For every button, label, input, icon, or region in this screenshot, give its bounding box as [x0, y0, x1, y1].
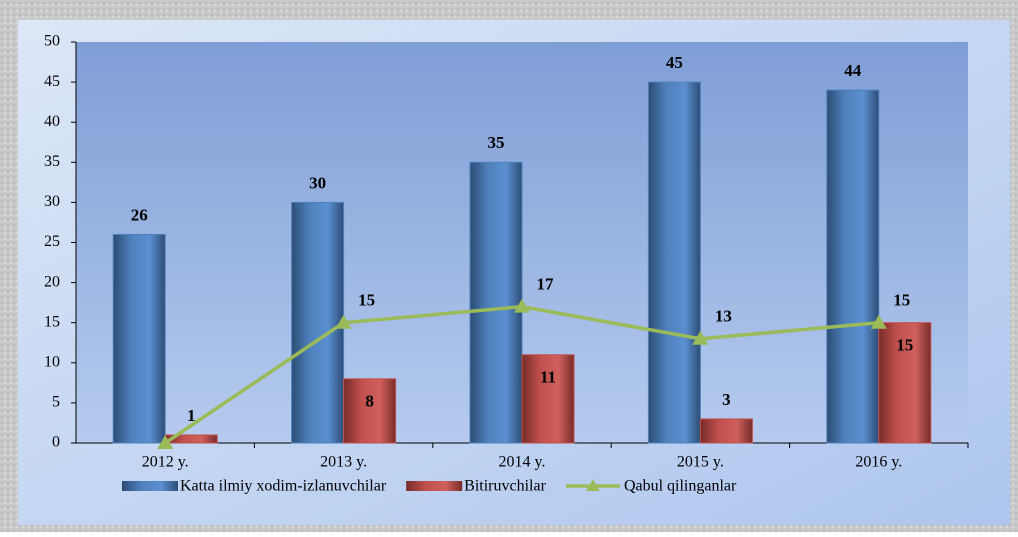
legend-swatch	[122, 481, 178, 491]
legend-label: Bitiruvchilar	[464, 478, 546, 495]
y-tick-label: 30	[44, 193, 60, 210]
x-tick-label: 2014 y.	[499, 454, 546, 471]
y-tick-label: 50	[44, 33, 60, 50]
bar-label: 11	[540, 368, 556, 387]
bar	[699, 418, 753, 444]
bar-label: 15	[896, 336, 913, 355]
y-tick-label: 5	[52, 394, 60, 411]
bar-label: 35	[488, 133, 505, 152]
line-marker	[870, 314, 887, 329]
legend-swatch	[585, 479, 600, 491]
bar	[291, 201, 345, 444]
bar-label: 3	[722, 390, 731, 409]
y-tick-label: 25	[44, 233, 60, 250]
bar	[647, 81, 701, 444]
bar	[878, 322, 932, 444]
legend-label: Katta ilmiy xodim-izlanuvchilar	[180, 478, 387, 495]
line-label: 17	[537, 275, 555, 294]
y-tick-label: 10	[44, 353, 60, 370]
y-tick-label: 20	[44, 273, 60, 290]
line-marker	[692, 330, 709, 345]
bar-label: 44	[844, 61, 862, 80]
bar-label: 30	[309, 173, 326, 192]
y-tick-label: 40	[44, 113, 60, 130]
line-label: 15	[893, 291, 910, 310]
line-label: 13	[715, 307, 732, 326]
line-marker	[157, 435, 174, 449]
line-label: 15	[358, 291, 375, 310]
line-marker	[514, 298, 530, 313]
legend-label: Qabul qilinganlar	[624, 478, 737, 495]
bar-label: 26	[131, 205, 148, 224]
x-tick-label: 2015 y.	[677, 454, 724, 471]
bar-label: 8	[365, 392, 374, 411]
bar	[469, 161, 523, 444]
bar	[343, 378, 397, 444]
x-tick-label: 2016 y.	[855, 454, 902, 471]
y-tick-label: 0	[52, 434, 60, 451]
bar	[112, 233, 166, 444]
legend-swatch	[406, 481, 463, 491]
bar-label: 45	[666, 53, 683, 72]
x-tick-label: 2012 y.	[142, 454, 189, 471]
bar	[826, 89, 880, 444]
y-tick-label: 15	[44, 313, 60, 330]
line-marker	[335, 314, 352, 329]
y-tick-label: 35	[44, 153, 60, 170]
bar	[521, 354, 575, 444]
bar-label: 1	[187, 406, 196, 425]
x-tick-label: 2013 y.	[320, 454, 367, 471]
y-tick-label: 45	[44, 73, 60, 90]
